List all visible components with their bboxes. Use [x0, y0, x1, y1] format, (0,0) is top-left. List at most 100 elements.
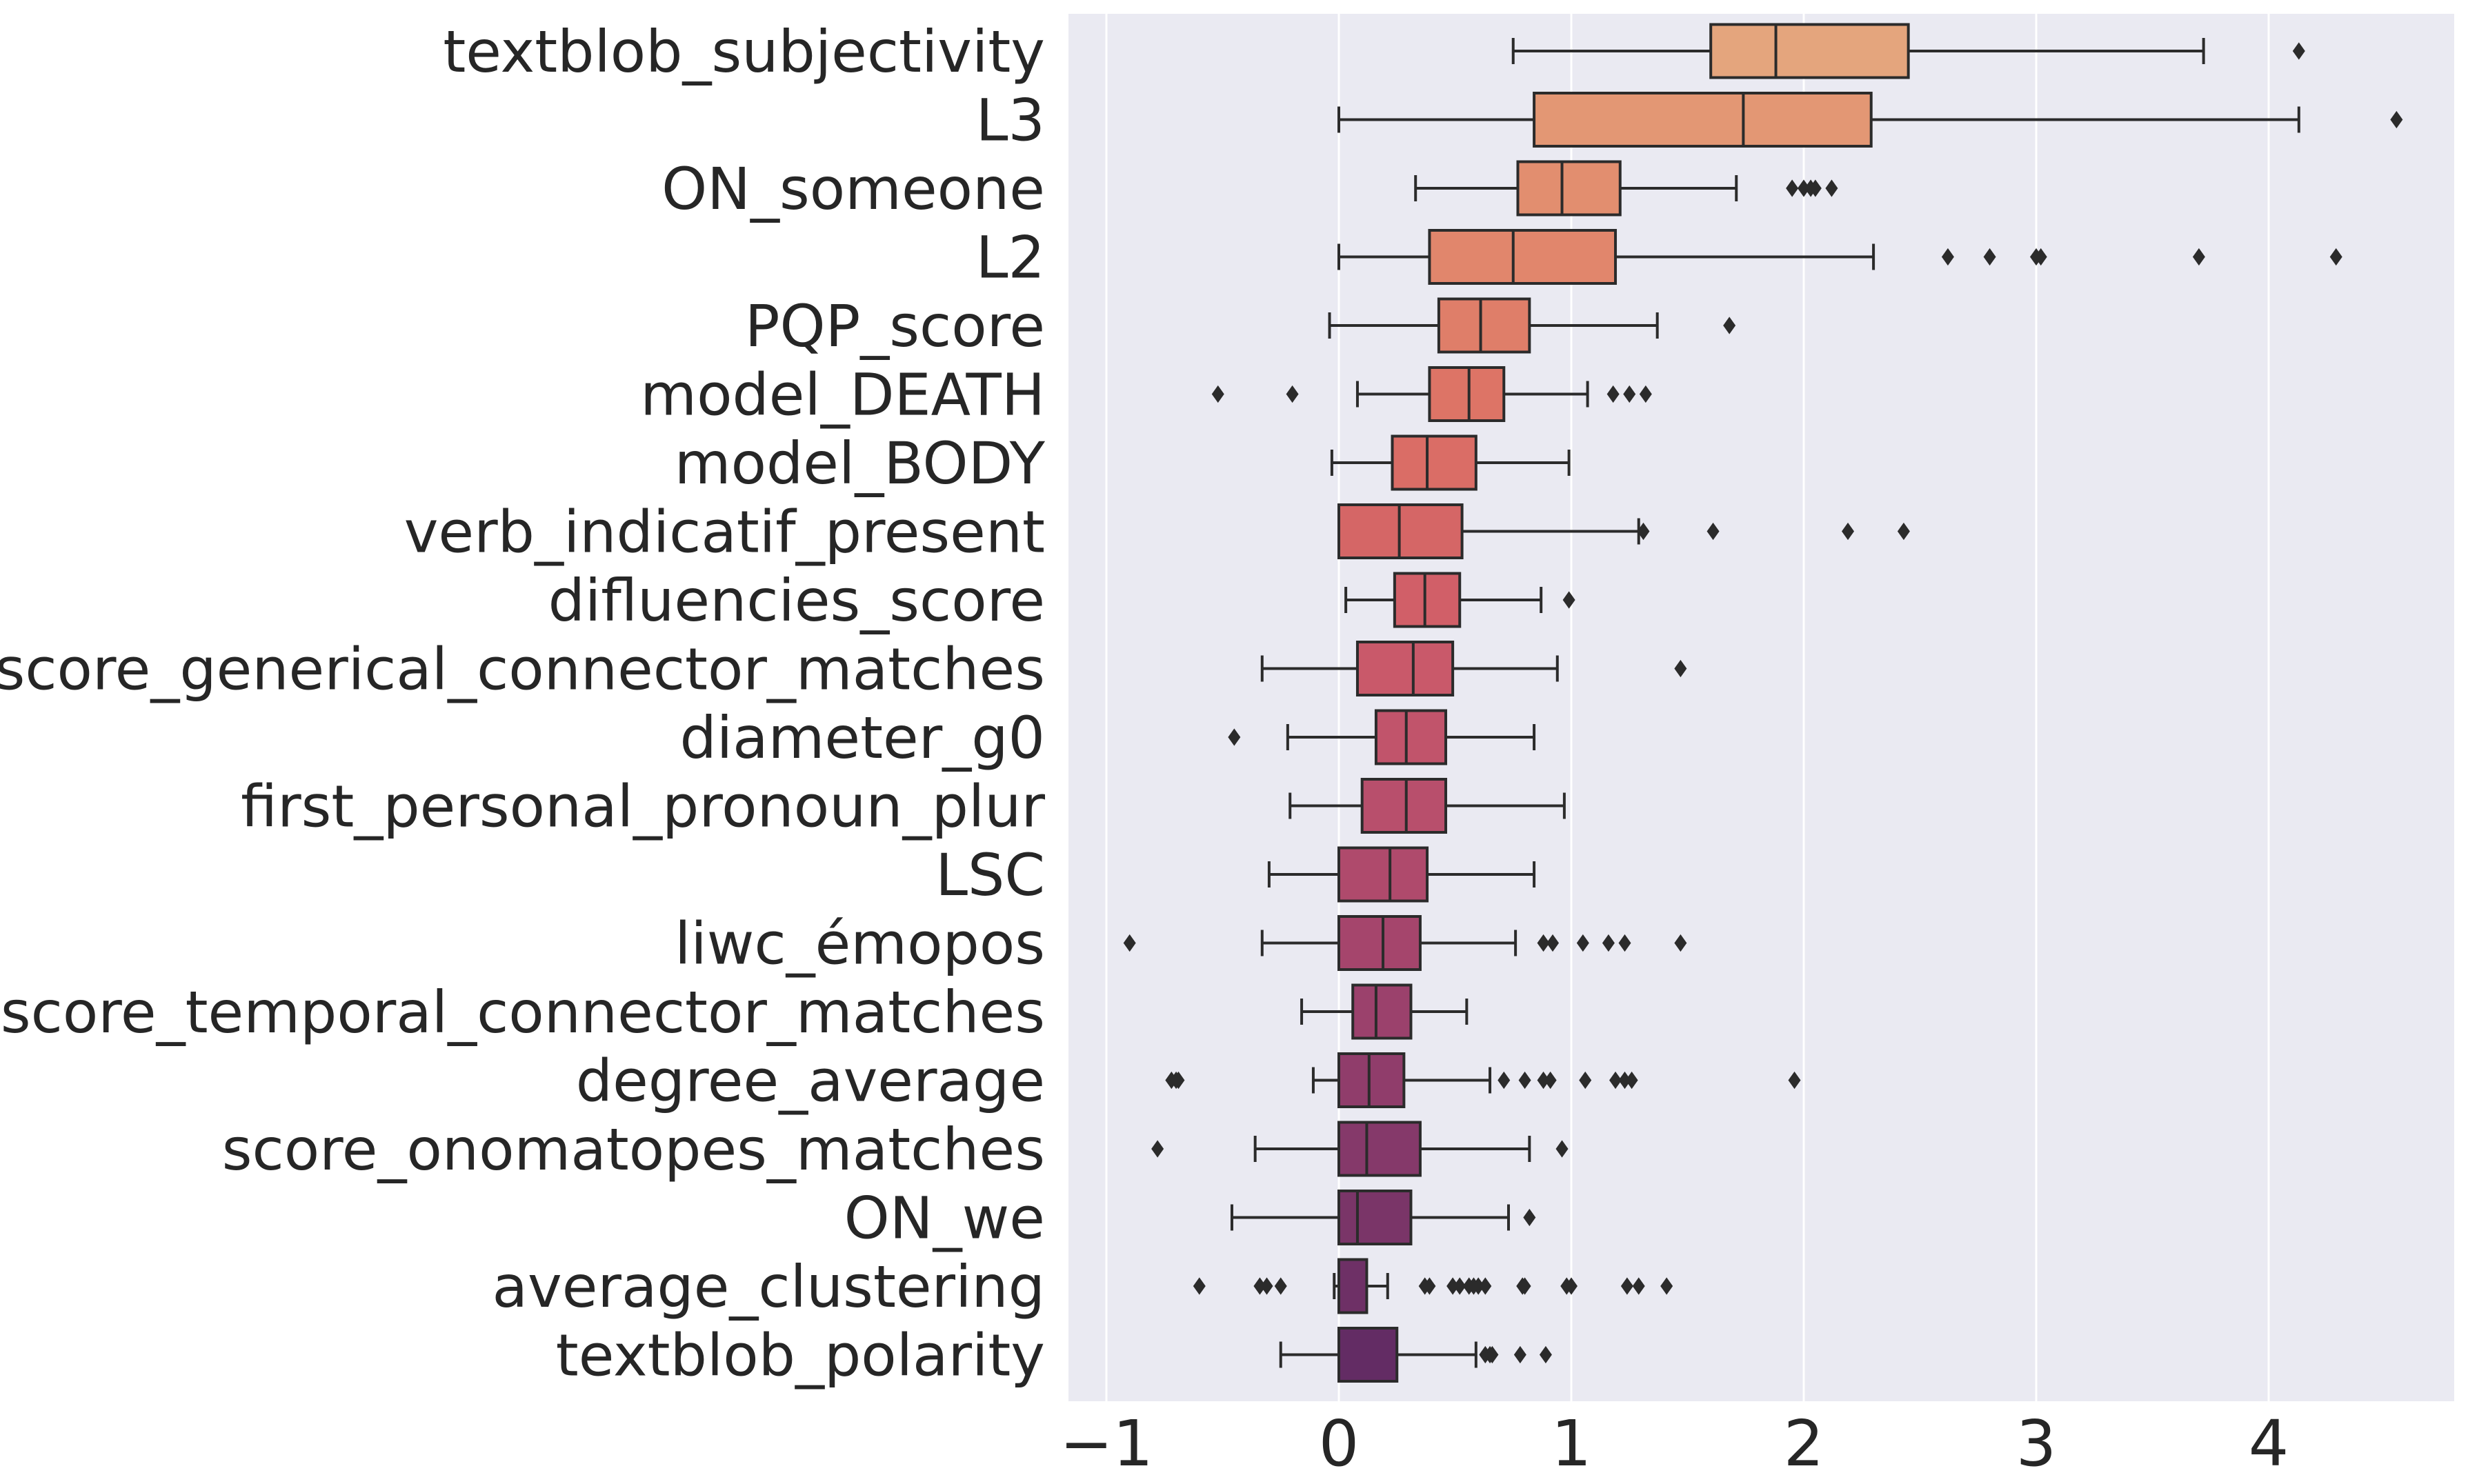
- box-iqr: [1428, 229, 1618, 285]
- flier-point: [1637, 522, 1650, 541]
- box-average_clustering: [1193, 1258, 1673, 1314]
- flier-point: [2329, 248, 2342, 266]
- x-tick-label: 1: [1551, 1407, 1592, 1481]
- box-iqr: [1437, 297, 1531, 354]
- x-tick-label: −1: [1059, 1407, 1153, 1481]
- flier-point: [1825, 179, 1838, 197]
- y-tick-label: ON_we: [844, 1185, 1045, 1252]
- box-diameter_g0: [1228, 709, 1536, 765]
- flier-point: [1539, 1345, 1552, 1364]
- flier-point: [1274, 1277, 1287, 1295]
- y-tick-label: L3: [976, 87, 1045, 154]
- flier-point: [1674, 659, 1687, 678]
- flier-point: [1579, 1071, 1592, 1090]
- flier-point: [1606, 385, 1620, 403]
- flier-point: [1423, 1277, 1436, 1295]
- flier-point: [1609, 1071, 1622, 1090]
- flier-point: [1602, 934, 1615, 952]
- box-L3: [1337, 92, 2403, 148]
- plot-area-background: [1068, 14, 2454, 1401]
- flier-point: [1576, 934, 1589, 952]
- flier-point: [1486, 1345, 1499, 1364]
- y-tick-label: degree_average: [576, 1047, 1045, 1115]
- flier-point: [2034, 248, 2047, 266]
- flier-point: [1618, 1071, 1631, 1090]
- flier-point: [1518, 1071, 1531, 1090]
- y-tick-label: difluencies_score: [548, 567, 1045, 634]
- flier-point: [1446, 1277, 1460, 1295]
- flier-point: [1253, 1277, 1266, 1295]
- flier-point: [1151, 1140, 1164, 1158]
- box-textblob_polarity: [1279, 1327, 1552, 1383]
- flier-point: [1798, 179, 1810, 197]
- boxes: [1123, 23, 2403, 1383]
- x-tick-labels: −1 0 1 2 3 4: [1059, 1407, 2289, 1481]
- y-tick-label: score_onomatopes_matches: [222, 1116, 1045, 1183]
- box-textblob_subjectivity: [1511, 23, 2305, 79]
- flier-point: [1788, 1071, 1801, 1090]
- flier-point: [1562, 591, 1575, 609]
- flier-point: [1983, 248, 1996, 266]
- box-iqr: [1374, 709, 1448, 765]
- box-iqr: [1337, 846, 1429, 903]
- flier-point: [1260, 1277, 1273, 1295]
- box-iqr: [1393, 572, 1462, 628]
- flier-point: [1172, 1071, 1185, 1090]
- box-iqr: [1428, 366, 1506, 422]
- x-tick-label: 2: [1784, 1407, 1824, 1481]
- y-tick-label: PQP_score: [745, 292, 1045, 360]
- y-tick-label: verb_indicatif_present: [404, 499, 1045, 566]
- flier-point: [1941, 248, 1954, 266]
- flier-point: [1623, 385, 1636, 403]
- flier-point: [1518, 1277, 1531, 1295]
- box-model_BODY: [1330, 434, 1571, 491]
- flier-point: [1544, 1071, 1557, 1090]
- flier-point: [1453, 1277, 1466, 1295]
- y-tick-label: textblob_subjectivity: [443, 18, 1045, 86]
- y-tick-label: first_personal_pronoun_plur: [241, 773, 1045, 841]
- flier-point: [1123, 934, 1136, 952]
- box-score_generical_connector_matches: [1260, 641, 1687, 696]
- box-score_temporal_connector_matches: [1300, 983, 1469, 1040]
- y-tick-label: model_DEATH: [640, 361, 1045, 429]
- x-tick-label: 0: [1319, 1407, 1360, 1481]
- box-iqr: [1391, 434, 1477, 491]
- box-iqr: [1337, 1121, 1422, 1177]
- flier-point: [1523, 1208, 1536, 1227]
- flier-point: [1706, 522, 1720, 541]
- flier-point: [1618, 934, 1631, 952]
- flier-point: [1625, 1071, 1638, 1090]
- box-LSC: [1267, 846, 1536, 903]
- box-verb_indicatif_present: [1337, 503, 1910, 559]
- flier-point: [1472, 1277, 1485, 1295]
- flier-point: [1537, 1071, 1550, 1090]
- box-iqr: [1355, 641, 1455, 696]
- box-iqr: [1337, 1327, 1399, 1383]
- flier-point: [1211, 385, 1224, 403]
- box-ON_someone: [1414, 160, 1838, 217]
- box-liwc_émopos: [1123, 915, 1687, 971]
- flier-point: [1513, 1345, 1526, 1364]
- box-degree_average: [1165, 1052, 1801, 1108]
- box-iqr: [1533, 92, 1873, 148]
- box-iqr: [1709, 23, 1910, 79]
- flier-point: [1193, 1277, 1206, 1295]
- box-model_DEATH: [1211, 366, 1652, 422]
- box-iqr: [1337, 1052, 1406, 1108]
- flier-point: [1897, 522, 1910, 541]
- y-tick-label: textblob_polarity: [556, 1322, 1045, 1390]
- box-iqr: [1360, 778, 1448, 834]
- flier-point: [1228, 728, 1241, 746]
- flier-point: [1537, 934, 1550, 952]
- box-iqr: [1337, 1258, 1369, 1314]
- flier-point: [1555, 1140, 1569, 1158]
- y-tick-label: L2: [976, 224, 1045, 292]
- box-iqr: [1351, 983, 1413, 1040]
- flier-point: [1632, 1277, 1645, 1295]
- y-tick-labels: textblob_subjectivityL3ON_someoneL2PQP_s…: [0, 18, 1046, 1390]
- box-score_onomatopes_matches: [1151, 1121, 1569, 1177]
- flier-point: [1286, 385, 1299, 403]
- y-tick-label: model_BODY: [675, 430, 1046, 497]
- box-first_personal_pronoun_plur: [1288, 778, 1566, 834]
